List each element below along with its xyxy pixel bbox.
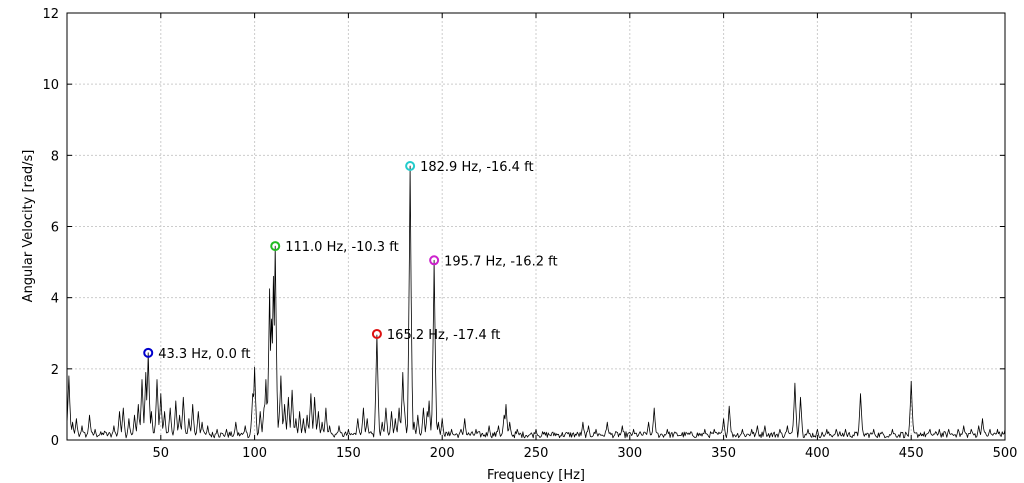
y-tick-label: 0 xyxy=(51,434,59,449)
x-tick-label: 400 xyxy=(805,446,830,461)
peak-marker xyxy=(405,161,416,172)
y-tick-label: 10 xyxy=(42,78,59,93)
peak-marker xyxy=(143,347,154,358)
x-axis-label: Frequency [Hz] xyxy=(487,468,585,483)
curve-layer xyxy=(66,165,1006,439)
x-tick-label: 250 xyxy=(524,446,549,461)
y-tick-label: 6 xyxy=(51,221,59,236)
y-axis-label: Angular Velocity [rad/s] xyxy=(21,150,36,303)
peak-markers: 43.3 Hz, 0.0 ft 111.0 Hz, -10.3 ft 165.2 H… xyxy=(143,160,558,362)
y-tick-label: 8 xyxy=(51,149,59,164)
x-tick-label: 50 xyxy=(153,446,170,461)
grid-lines xyxy=(67,13,1005,440)
peak-label: 111.0 Hz, -10.3 ft xyxy=(285,240,398,255)
peak-label: 43.3 Hz, 0.0 ft xyxy=(158,347,250,362)
peak-label: 165.2 Hz, -17.4 ft xyxy=(387,328,500,343)
spectrum-line xyxy=(66,165,1006,439)
peak-marker xyxy=(371,328,382,339)
x-tick-label: 300 xyxy=(617,446,642,461)
x-tick-label: 150 xyxy=(336,446,361,461)
y-tick-label: 4 xyxy=(51,292,59,307)
peak-marker xyxy=(429,255,440,266)
x-tick-label: 350 xyxy=(711,446,736,461)
x-tick-label: 200 xyxy=(430,446,455,461)
x-tick-label: 500 xyxy=(993,446,1018,461)
x-tick-label: 450 xyxy=(899,446,924,461)
y-tick-label: 2 xyxy=(51,363,59,378)
peak-label: 182.9 Hz, -16.4 ft xyxy=(420,160,533,175)
axis-ticks: 50 100 150 200 250 300 350 400 450 500 0 2 4 6 8 10 12 xyxy=(42,7,1017,461)
peak-label: 195.7 Hz, -16.2 ft xyxy=(444,254,557,269)
peak-marker xyxy=(270,241,281,252)
y-tick-label: 12 xyxy=(42,7,59,22)
x-tick-label: 100 xyxy=(242,446,267,461)
